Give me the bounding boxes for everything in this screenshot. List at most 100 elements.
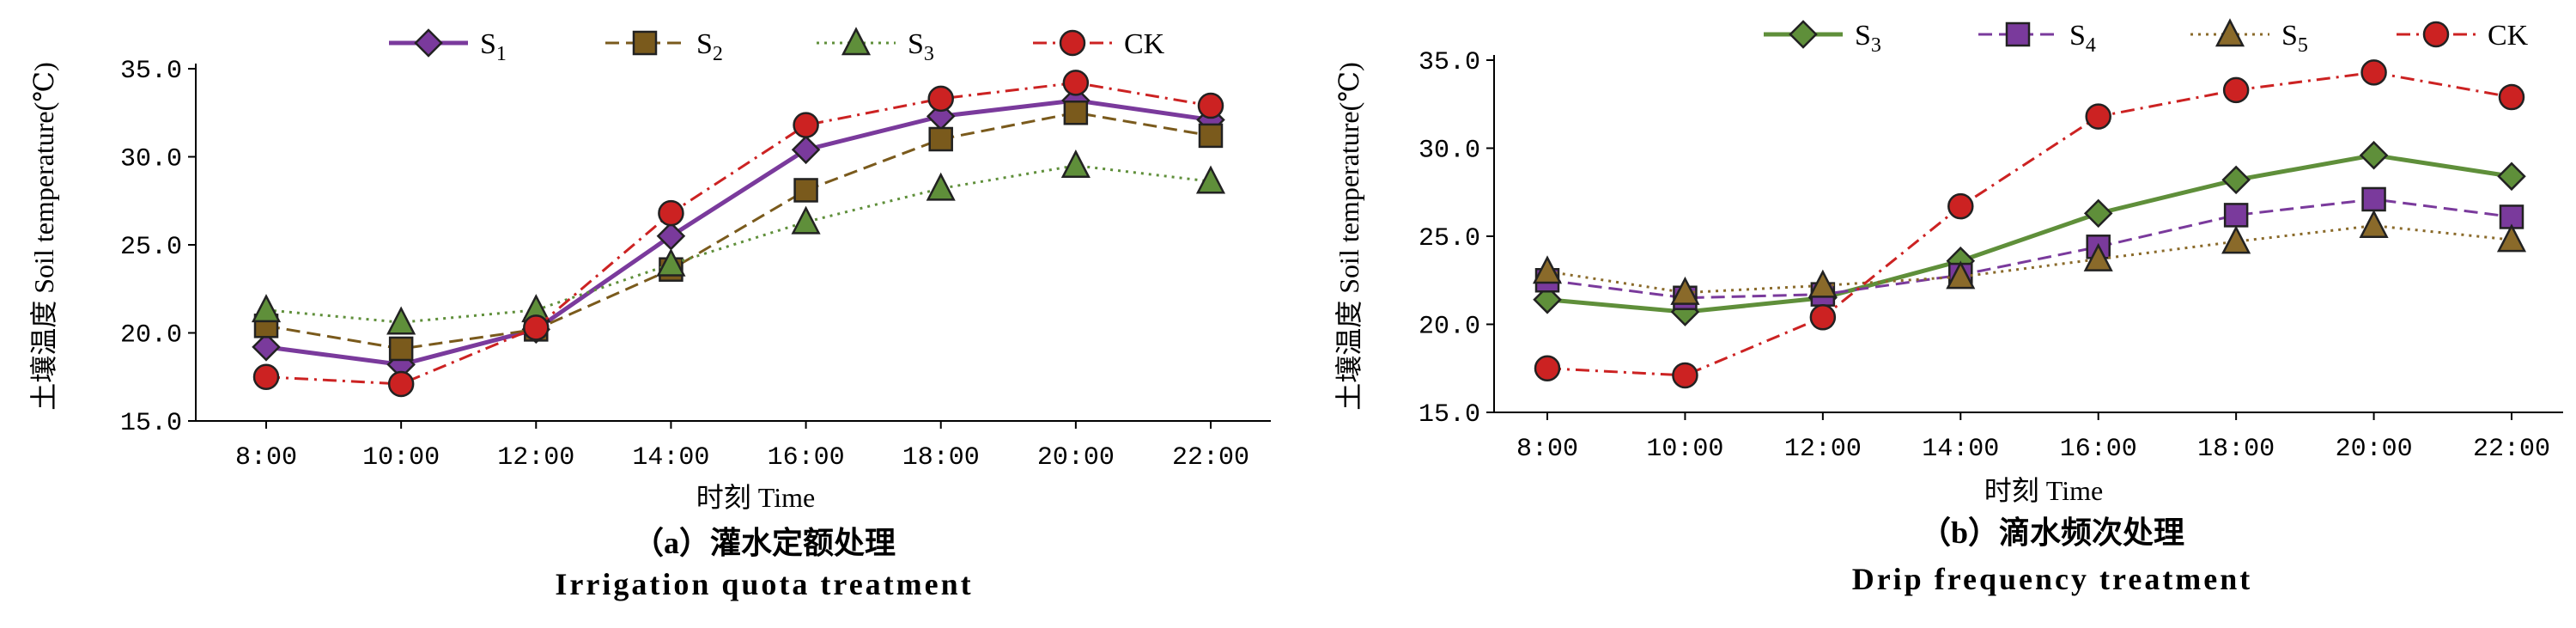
data-point-ck: [252, 363, 280, 390]
series-s3: [1533, 140, 2526, 326]
legend-label: S2: [696, 28, 723, 65]
x-tick-label: 10:00: [1646, 435, 1723, 464]
x-axis-label: 时刻 Time: [696, 482, 815, 513]
y-tick-label: 15.0: [1419, 400, 1480, 430]
data-point-s3: [791, 205, 821, 235]
y-tick-label: 35.0: [120, 57, 182, 86]
legend-marker: [2422, 21, 2450, 48]
legend-item-s5: S5: [2190, 18, 2308, 57]
data-point-s5: [2221, 225, 2251, 254]
legend-label: CK: [1124, 28, 1165, 60]
data-point-ck: [658, 199, 684, 227]
data-point-ck: [1062, 70, 1090, 96]
y-tick-label: 30.0: [1419, 137, 1480, 166]
legend-item-s1: S1: [389, 28, 507, 65]
x-axis-label: 时刻 Time: [1984, 475, 2103, 506]
data-point-s2: [928, 126, 953, 152]
legend-marker: [1789, 20, 1818, 49]
series-ck: [1534, 59, 2525, 389]
data-point-s2: [388, 336, 414, 362]
caption-chinese: （b）滴水频次处理: [1920, 515, 2184, 550]
x-tick-label: 22:00: [2473, 435, 2550, 464]
y-axis-label: 土壤温度 Soil temperature(℃): [28, 62, 59, 411]
data-point-s3: [656, 247, 686, 277]
y-tick-label: 35.0: [1419, 48, 1480, 77]
y-tick-label: 15.0: [120, 409, 182, 438]
x-tick-label: 12:00: [1784, 435, 1862, 464]
data-point-s1: [252, 332, 281, 362]
legend-item-ck: CK: [1033, 28, 1165, 60]
data-point-s2: [793, 178, 818, 203]
legend-label: S4: [2069, 20, 2096, 57]
legend-marker: [2215, 18, 2245, 47]
data-point-ck: [1197, 92, 1224, 119]
legend-label: S5: [2281, 20, 2308, 57]
legend-label: CK: [2488, 20, 2529, 52]
x-tick-label: 22:00: [1172, 443, 1249, 473]
legend-item-s3: S3: [817, 27, 934, 65]
data-point-s2: [1198, 123, 1224, 149]
caption-english: Drip frequency treatment: [1852, 562, 2253, 596]
data-point-ck: [2222, 76, 2250, 104]
legend-item-s2: S2: [605, 28, 723, 65]
data-point-s3: [1195, 165, 1226, 194]
data-point-s5: [1946, 260, 1976, 290]
data-point-s5: [2496, 223, 2527, 253]
legend-label: S3: [1855, 20, 1881, 57]
data-point-ck: [387, 370, 415, 398]
data-point-s3: [2221, 165, 2251, 195]
data-point-s5: [1807, 269, 1838, 298]
data-point-s1: [656, 221, 686, 251]
series-line-s3: [265, 164, 1212, 324]
data-point-s3: [1533, 285, 1562, 314]
y-tick-label: 20.0: [120, 321, 182, 351]
legend-item-ck: CK: [2397, 20, 2529, 52]
data-point-s2: [1063, 101, 1089, 125]
x-tick-label: 10:00: [362, 443, 440, 473]
y-tick-label: 20.0: [1419, 313, 1480, 342]
legend: S3 S4 S5 CK: [1764, 18, 2529, 57]
caption-english: Irrigation quota treatment: [555, 567, 973, 601]
legend-label: S1: [480, 28, 507, 65]
legend-marker: [841, 27, 872, 56]
chart-panel-a: 15.0 20.0 25.0 30.0 35.0 8:00 10:00 12:00 14:00 1…: [28, 27, 1271, 601]
x-tick-label: 8:00: [235, 443, 297, 473]
legend-marker: [1059, 29, 1086, 57]
y-tick-label: 25.0: [1419, 224, 1480, 253]
legend: S1 S2 S3 CK: [389, 27, 1165, 65]
data-point-ck: [793, 112, 819, 138]
data-point-s1: [791, 135, 821, 165]
series-line-s5: [1546, 224, 2512, 295]
x-tick-label: 20:00: [1037, 443, 1115, 473]
caption-chinese: （a）灌水定额处理: [633, 526, 896, 560]
series-s3: [251, 149, 1226, 335]
y-axis-label: 土壤温度 Soil temperature(℃): [1334, 62, 1364, 411]
y-tick-label: 25.0: [120, 233, 182, 262]
legend-item-s4: S4: [1978, 20, 2096, 57]
series-line-s3: [1546, 153, 2512, 314]
series-line-s1: [265, 98, 1212, 367]
legend-marker: [414, 28, 443, 58]
data-point-ck: [1672, 362, 1698, 389]
data-point-ck: [927, 85, 954, 113]
x-tick-label: 12:00: [497, 443, 574, 473]
data-point-ck: [2360, 59, 2387, 86]
legend-marker: [2005, 21, 2031, 47]
x-tick-label: 16:00: [768, 443, 845, 473]
data-point-s3: [1060, 149, 1091, 178]
y-tick-label: 30.0: [120, 145, 182, 174]
data-point-s3: [2497, 162, 2526, 192]
data-point-s4: [2223, 203, 2249, 228]
series-line-s2: [265, 111, 1212, 351]
series-ck: [252, 70, 1224, 398]
data-point-s3: [386, 306, 416, 335]
data-point-ck: [2085, 103, 2111, 130]
data-point-s3: [2083, 198, 2113, 229]
x-tick-label: 18:00: [2197, 435, 2275, 464]
series-line-ck: [1546, 70, 2512, 377]
data-point-s5: [1532, 255, 1563, 284]
x-tick-label: 20:00: [2336, 435, 2413, 464]
data-point-s3: [2359, 140, 2389, 170]
data-point-ck: [2498, 83, 2525, 111]
